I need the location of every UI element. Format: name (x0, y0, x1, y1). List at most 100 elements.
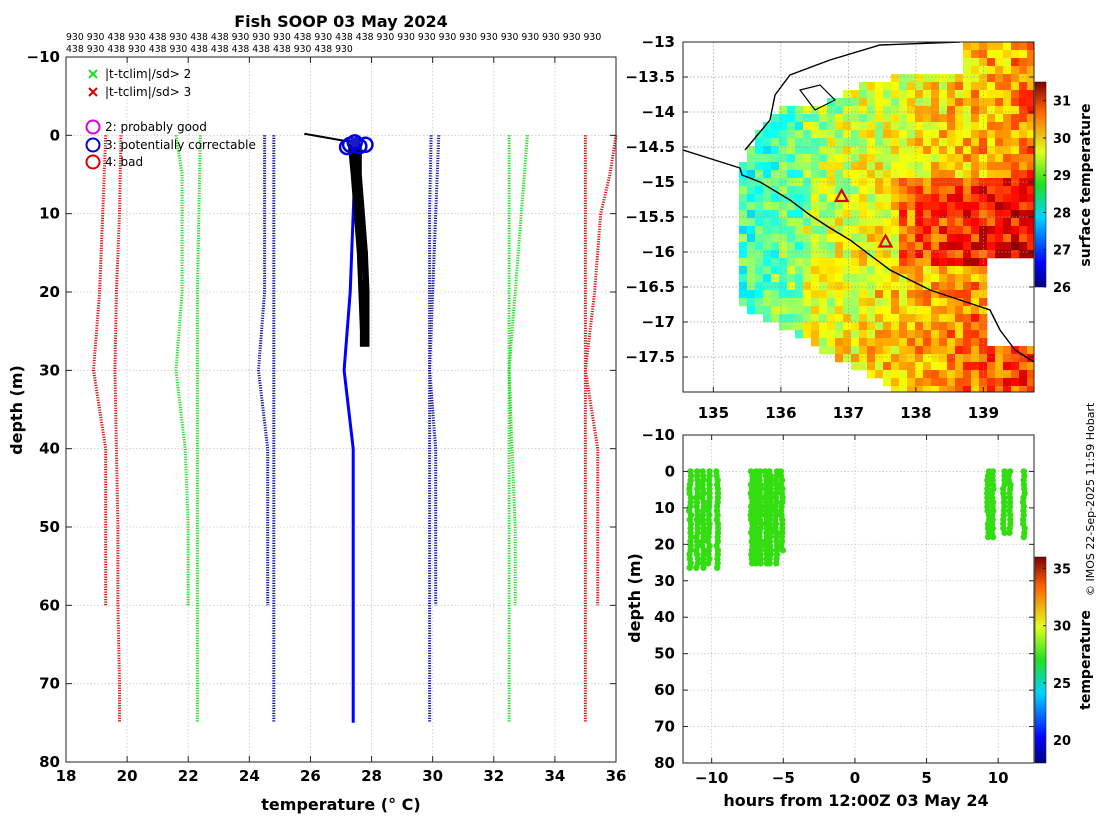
sst-pixel (963, 258, 972, 267)
sst-pixel (1011, 146, 1020, 155)
sst-pixel (1027, 66, 1034, 75)
legend-label: |t-tclim|/sd> 3 (105, 85, 191, 99)
time-ytick-label: 80 (654, 754, 675, 772)
sst-pixel (995, 202, 1004, 211)
sst-pixel (971, 282, 980, 291)
sst-pixel (779, 282, 788, 291)
time-depth-xlabel: hours from 12:00Z 03 May 24 (723, 791, 988, 810)
sst-pixel (899, 266, 908, 275)
sst-pixel (907, 154, 916, 163)
sst-pixel (891, 146, 900, 155)
legend-marker-circle (85, 154, 101, 170)
sst-pixel (811, 250, 820, 259)
profile-ytick-label: 20 (39, 283, 60, 301)
sst-ytick-label: −14.5 (625, 138, 675, 156)
sst-pixel (867, 146, 876, 155)
sst-pixel (963, 50, 972, 59)
sst-pixel (851, 170, 860, 179)
sst-pixel (787, 194, 796, 203)
sst-pixel (939, 346, 948, 355)
sst-pixel (835, 202, 844, 211)
cast-point (1005, 472, 1012, 479)
sst-pixel (779, 146, 788, 155)
sst-pixel (771, 122, 780, 131)
sst-pixel (899, 202, 908, 211)
sst-pixel (899, 146, 908, 155)
sst-pixel (883, 362, 892, 371)
sst-pixel (899, 306, 908, 315)
sst-ytick-label: −15.5 (625, 208, 675, 226)
sst-pixel (883, 298, 892, 307)
sst-pixel (931, 162, 940, 171)
sst-pixel (1027, 210, 1034, 219)
sst-pixel (923, 306, 932, 315)
sst-pixel (787, 114, 796, 123)
sst-pixel (987, 114, 996, 123)
sst-pixel (1003, 378, 1012, 387)
time-depth-casts (686, 468, 1028, 571)
sst-pixel (787, 154, 796, 163)
sst-pixel (795, 258, 804, 267)
sst-pixel (771, 154, 780, 163)
sst-pixel (875, 146, 884, 155)
sst-pixel (819, 154, 828, 163)
sst-pixel (795, 226, 804, 235)
sst-pixel (971, 122, 980, 131)
sst-pixel (1003, 114, 1012, 123)
sst-pixel (891, 130, 900, 139)
sst-pixel (867, 338, 876, 347)
sst-pixel (995, 170, 1004, 179)
sst-pixel (803, 274, 812, 283)
sst-pixel (883, 122, 892, 131)
sst-pixel (763, 274, 772, 283)
sst-pixel (963, 218, 972, 227)
sst-pixel (923, 338, 932, 347)
sst-pixel (1011, 42, 1020, 51)
sst-pixel (923, 346, 932, 355)
sst-pixel (819, 186, 828, 195)
sst-pixel (867, 218, 876, 227)
sst-pixel (979, 306, 988, 315)
sst-pixel (995, 250, 1004, 259)
sst-pixel (979, 226, 988, 235)
sst-pixel (859, 202, 868, 211)
sst-pixel (835, 346, 844, 355)
sst-pixel (763, 186, 772, 195)
sst-pixel (819, 258, 828, 267)
time-xtick-label: 5 (921, 769, 931, 787)
sst-pixel (955, 282, 964, 291)
sst-pixel (747, 146, 756, 155)
sst-pixel (971, 322, 980, 331)
sst-pixel (891, 122, 900, 131)
sst-pixel (827, 298, 836, 307)
sst-pixel (795, 138, 804, 147)
sst-pixel (859, 194, 868, 203)
sst-pixel (867, 290, 876, 299)
sst-pixel (739, 194, 748, 203)
sst-pixel (931, 266, 940, 275)
sst-pixel (835, 146, 844, 155)
sst-pixel (907, 274, 916, 283)
sst-pixel (851, 290, 860, 299)
sst-pixel (819, 322, 828, 331)
sst-pixel (971, 50, 980, 59)
sst-pixel (859, 322, 868, 331)
sst-pixel (883, 202, 892, 211)
sst-pixel (787, 314, 796, 323)
sst-pixel (891, 170, 900, 179)
sst-pixel (987, 90, 996, 99)
sst-pixel (891, 266, 900, 275)
sst-pixel (987, 186, 996, 195)
sst-pixel (915, 130, 924, 139)
cast-point (757, 555, 764, 563)
sst-pixel (971, 42, 980, 51)
sst-pixel (827, 154, 836, 163)
sst-ytick-label: −16 (642, 243, 675, 261)
sst-pixel (803, 282, 812, 291)
sst-pixel (875, 154, 884, 163)
sst-pixel (987, 146, 996, 155)
sst-pixel (827, 250, 836, 259)
sst-pixel (859, 98, 868, 107)
sst-pixel (819, 218, 828, 227)
sst-pixel (1003, 178, 1012, 187)
